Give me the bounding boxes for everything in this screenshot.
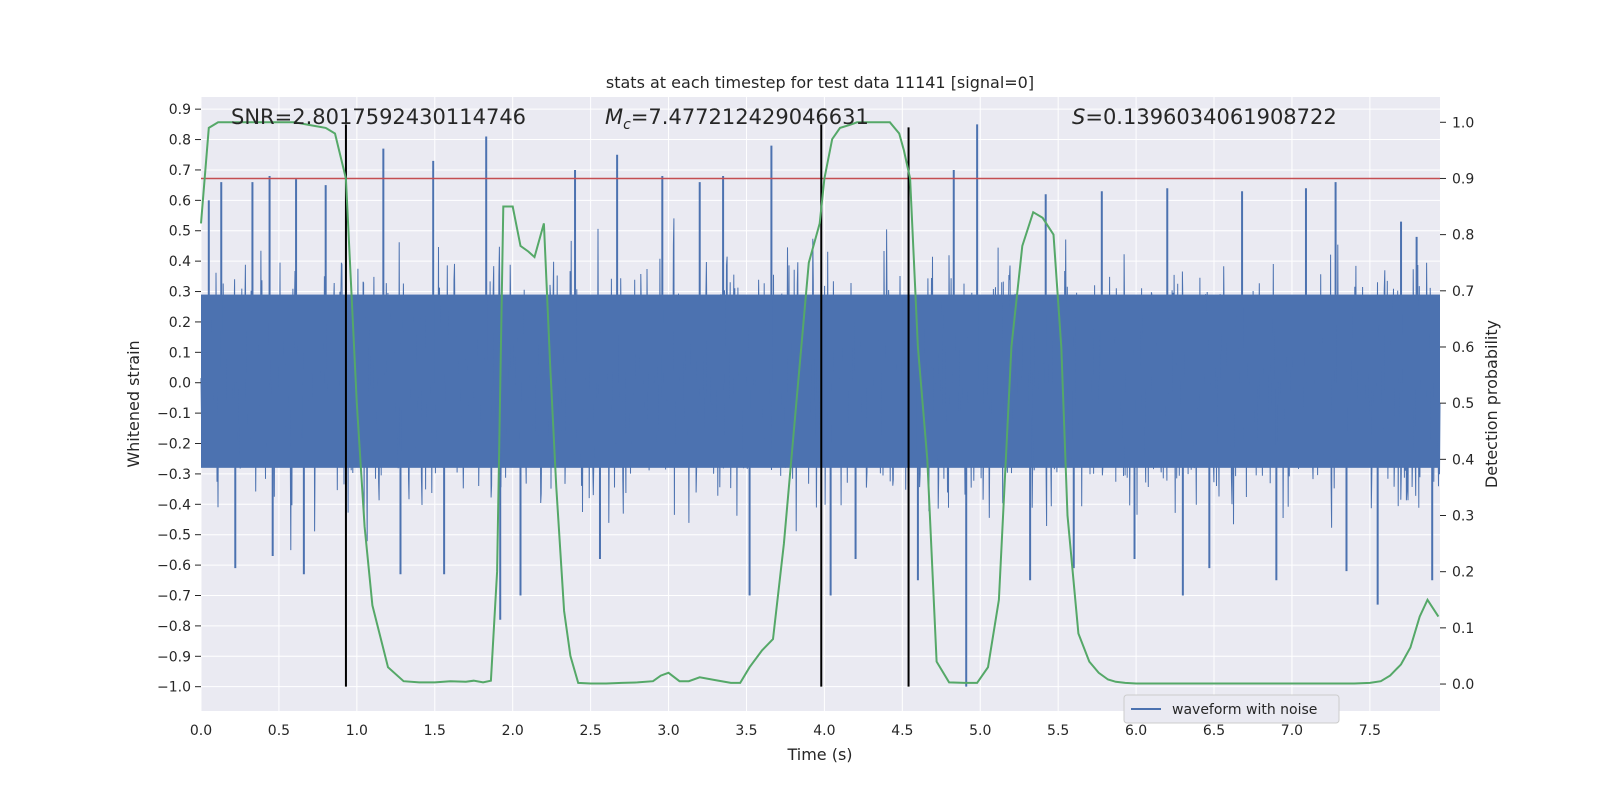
chirp-mass-symbol: M [605,105,623,129]
x-axis-label: Time (s) [786,745,852,764]
x-tick-label: 1.0 [346,723,368,739]
x-tick-label: 0.5 [268,723,290,739]
legend-box [1123,694,1340,724]
y-tick-label: 0.4 [169,254,191,270]
chart-title: stats at each timestep for test data 111… [606,73,1034,92]
x-tick-label: 3.5 [735,723,757,739]
x-axis-ticks: 0.0 0.5 1.0 1.5 2.0 2.5 3.0 3.5 4.0 4.5 5.0 5.5 6.0 6… [190,723,1381,739]
y2-tick-label: 0.2 [1452,565,1474,581]
y2-tick-label: 1.0 [1452,115,1474,131]
y-tick-label: −0.6 [157,558,191,574]
y-tick-label: −0.1 [157,406,191,422]
snr-annotation: SNR=2.8017592430114746 [231,105,526,129]
x-tick-label: 7.5 [1359,723,1381,739]
y-tick-label: −1.0 [157,680,191,696]
x-tick-label: 6.5 [1203,723,1225,739]
x-tick-label: 5.5 [1047,723,1069,739]
y2-tick-label: 0.4 [1452,452,1474,468]
y-axis-ticks: 0.9 0.8 0.7 0.6 0.5 0.4 0.3 0.2 0.1 0.0 −0.1 −0.2 −0… [157,102,201,696]
y-axis-label: Whitened strain [124,340,143,467]
chirp-mass-annotation: Mc=7.477212429046631 [605,105,869,133]
x-tick-label: 5.0 [969,723,991,739]
x-tick-label: 4.0 [813,723,835,739]
y-tick-label: 0.3 [169,285,191,301]
x-tick-label: 1.5 [424,723,446,739]
y2-tick-label: 0.3 [1452,509,1474,525]
y2-tick-label: 0.5 [1452,396,1474,412]
s-value: =0.1396034061908722 [1085,105,1336,129]
chirp-mass-value: =7.477212429046631 [631,105,869,129]
y-tick-label: 0.5 [169,224,191,240]
y-tick-label: 0.9 [169,102,191,118]
legend-label: waveform with noise [1172,702,1317,718]
event-markers [344,124,910,687]
y-tick-label: 0.7 [169,163,191,179]
x-tick-label: 2.5 [579,723,601,739]
x-tick-label: 3.0 [657,723,679,739]
y-tick-label: −0.2 [157,437,191,453]
legend: waveform with noise [1123,694,1340,724]
y2-axis-ticks: 1.0 0.9 0.8 0.7 0.6 0.5 0.4 0.3 0.2 0.1 0.0 [1440,115,1474,693]
y2-tick-label: 0.8 [1452,228,1474,244]
y-tick-label: 0.1 [169,345,191,361]
y-tick-label: 0.0 [169,376,191,392]
x-tick-label: 0.0 [190,723,212,739]
y2-tick-label: 0.1 [1452,621,1474,637]
y-tick-label: −0.9 [157,649,191,665]
x-tick-label: 4.5 [891,723,913,739]
y2-tick-label: 0.0 [1452,677,1474,693]
y2-tick-label: 0.9 [1452,171,1474,187]
y-tick-label: 0.8 [169,133,191,149]
probability-series [200,121,1440,685]
y2-tick-label: 0.6 [1452,340,1474,356]
y-tick-label: −0.5 [157,528,191,544]
y-tick-label: −0.8 [157,619,191,635]
y2-axis-label: Detection probability [1482,320,1501,488]
probability-line [200,121,1440,685]
s-annotation: S=0.1396034061908722 [1072,105,1337,129]
x-tick-label: 7.0 [1281,723,1303,739]
y-tick-label: 0.6 [169,193,191,209]
y-tick-label: −0.7 [157,588,191,604]
y-tick-label: −0.4 [157,497,191,513]
y-tick-label: −0.3 [157,467,191,483]
x-tick-label: 2.0 [502,723,524,739]
s-symbol: S [1072,105,1085,129]
y-tick-label: 0.2 [169,315,191,331]
y2-tick-label: 0.7 [1452,284,1474,300]
chirp-mass-subscript: c [623,117,631,133]
x-tick-label: 6.0 [1125,723,1147,739]
